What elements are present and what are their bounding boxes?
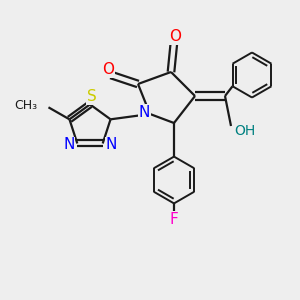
- Text: N: N: [105, 137, 117, 152]
- Text: O: O: [169, 29, 181, 44]
- Text: F: F: [169, 212, 178, 226]
- Text: N: N: [139, 105, 150, 120]
- Text: O: O: [102, 62, 114, 77]
- Text: N: N: [63, 137, 75, 152]
- Text: S: S: [87, 89, 96, 104]
- Text: OH: OH: [234, 124, 255, 138]
- Text: CH₃: CH₃: [14, 99, 37, 112]
